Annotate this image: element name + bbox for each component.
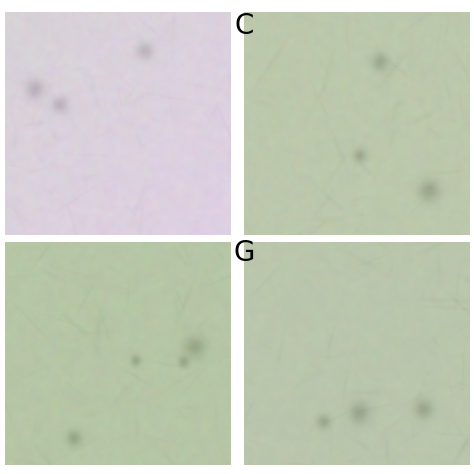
Text: C: C (235, 12, 254, 40)
Text: G: G (233, 239, 255, 267)
